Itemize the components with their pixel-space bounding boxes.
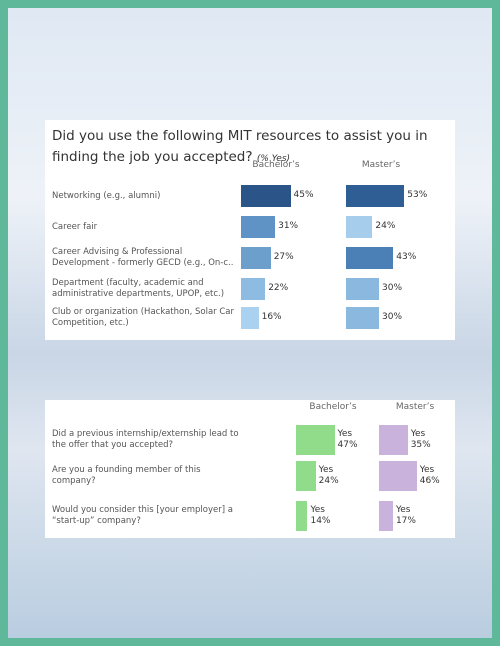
category-label: Career fair: [52, 221, 98, 232]
category-label: Department (faculty, academic and admini…: [52, 278, 225, 299]
bar: [346, 278, 379, 300]
bar: [379, 461, 417, 491]
answer-label: Yes: [419, 465, 435, 475]
answer-label: Yes: [410, 429, 426, 439]
bar: [241, 278, 266, 300]
value-label: 47%: [337, 440, 358, 450]
bar: [241, 185, 291, 207]
answer-label: Yes: [337, 429, 353, 439]
legend-label: Bachelor’s: [252, 160, 300, 170]
value-label: Yes 17%: [396, 505, 416, 527]
value-label: Yes 46%: [420, 465, 440, 487]
legend-label: Master’s: [361, 160, 401, 170]
category-label: Club or organization (Hackathon, Solar C…: [52, 307, 235, 328]
category-label: Did a previous internship/externship lea…: [52, 429, 239, 450]
bar: [241, 247, 271, 269]
value-label: 45%: [293, 190, 314, 200]
chart-title: Did you use the following MIT resources …: [52, 128, 428, 165]
category-label: Are you a founding member of this compan…: [52, 465, 201, 486]
answer-label: Yes: [310, 505, 325, 515]
bar: [379, 501, 393, 531]
value-label: 27%: [273, 252, 294, 262]
chart-subtitle: (% Yes): [256, 154, 291, 164]
chart-title-block: Did you use the following MIT resources …: [52, 126, 452, 170]
value-label: 30%: [382, 283, 403, 293]
value-label: 16%: [261, 312, 282, 322]
value-label: 17%: [395, 516, 416, 526]
value-label: 43%: [396, 252, 417, 262]
value-label: Yes 47%: [338, 429, 358, 451]
answer-label: Yes: [318, 465, 334, 475]
value-label: 22%: [268, 283, 289, 293]
bar: [296, 425, 335, 455]
bar: [379, 425, 408, 455]
value-label: 24%: [318, 476, 339, 486]
bar: [296, 461, 316, 491]
value-label: 35%: [410, 440, 431, 450]
value-label: Yes 24%: [319, 465, 339, 487]
category-label: Career Advising & Professional Developme…: [52, 247, 234, 268]
legend-label: Master’s: [395, 402, 435, 412]
value-label: Yes 35%: [411, 429, 431, 451]
value-label: 46%: [419, 476, 440, 486]
value-label: 31%: [278, 221, 299, 231]
value-label: 30%: [382, 312, 403, 322]
category-label: Networking (e.g., alumni): [52, 190, 161, 201]
bar: [346, 216, 373, 238]
bar: [241, 307, 259, 329]
category-label: Would you consider this [your employer] …: [52, 505, 233, 526]
answer-label: Yes: [395, 505, 411, 515]
value-label: Yes 14%: [310, 505, 330, 527]
value-label: 14%: [310, 516, 331, 526]
bar: [346, 307, 379, 329]
value-label: 53%: [407, 190, 428, 200]
bar: [241, 216, 276, 238]
bar: [346, 247, 394, 269]
legend-label: Bachelor’s: [309, 402, 357, 412]
bar: [296, 501, 308, 531]
bar: [346, 185, 405, 207]
value-label: 24%: [375, 221, 396, 231]
